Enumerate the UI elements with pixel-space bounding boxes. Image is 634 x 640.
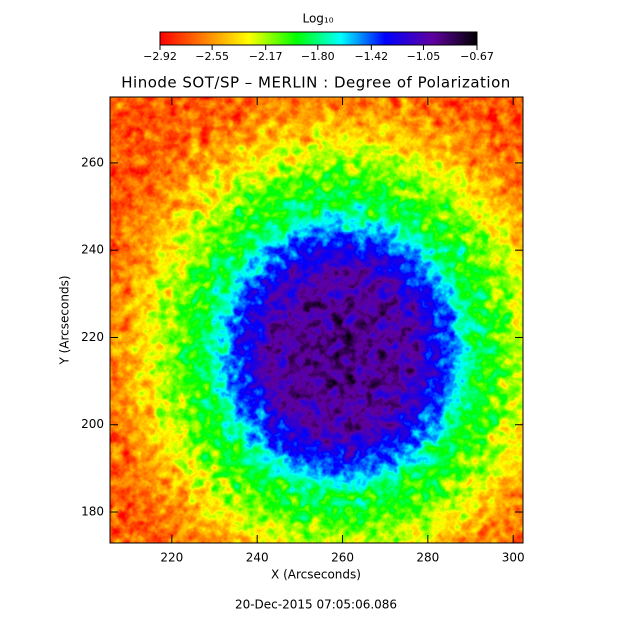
y-tick-label: 180	[81, 505, 104, 519]
y-tick-label: 200	[81, 417, 104, 431]
x-tick-label: 300	[502, 551, 525, 565]
colorbar-label: Log₁₀	[302, 12, 333, 26]
colorbar	[159, 31, 478, 46]
y-axis-label: Y (Arcseconds)	[58, 275, 72, 365]
y-tick-label: 220	[81, 330, 104, 344]
plot-frame	[109, 96, 524, 544]
colorbar-tick-label: −2.92	[143, 50, 177, 63]
x-tick-label: 260	[331, 551, 354, 565]
x-tick-label: 220	[160, 551, 183, 565]
x-tick-label: 240	[246, 551, 269, 565]
colorbar-tick-label: −2.17	[249, 50, 283, 63]
timestamp: 20-Dec-2015 07:05:06.086	[235, 598, 397, 612]
colorbar-tick-label: −1.05	[407, 50, 441, 63]
colorbar-tick-label: −1.80	[301, 50, 335, 63]
colorbar-tick-label: −1.42	[354, 50, 388, 63]
colorbar-tick-label: −2.55	[195, 50, 229, 63]
y-tick-label: 240	[81, 243, 104, 257]
x-axis-label: X (Arcseconds)	[271, 568, 361, 582]
x-tick-label: 280	[416, 551, 439, 565]
colorbar-tick-label: −0.67	[460, 50, 494, 63]
heatmap-image	[110, 97, 523, 543]
y-tick-label: 260	[81, 155, 104, 169]
chart-title: Hinode SOT/SP – MERLIN : Degree of Polar…	[121, 74, 511, 92]
